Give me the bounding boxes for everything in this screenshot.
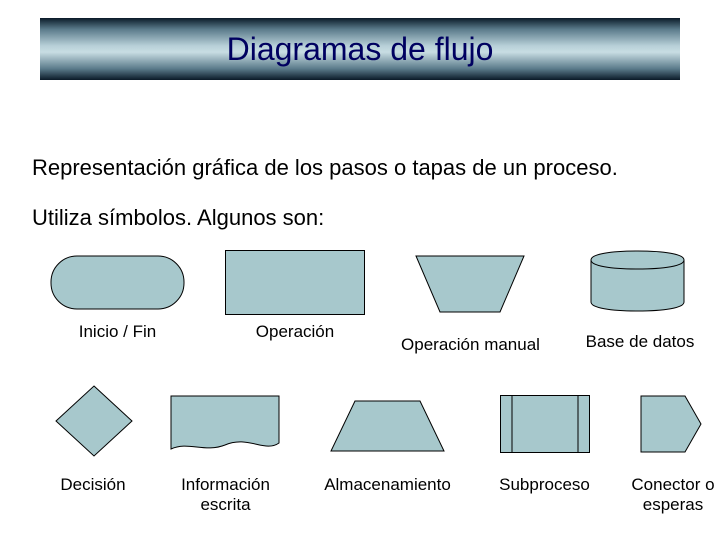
label-almacen: Almacenamiento xyxy=(305,475,470,495)
body-line-2: Utiliza símbolos. Algunos son: xyxy=(32,205,324,231)
shape-almacen xyxy=(330,400,445,452)
page-title: Diagramas de flujo xyxy=(227,31,494,68)
label-decision: Decisión xyxy=(28,475,158,495)
label-conector: Conector o esperas xyxy=(618,475,720,515)
label-operacion: Operación xyxy=(225,322,365,342)
shape-operacion-manual xyxy=(415,255,525,313)
label-inicio-fin: Inicio / Fin xyxy=(50,322,185,342)
label-info-escrita: Información escrita xyxy=(158,475,293,515)
shape-operacion xyxy=(225,250,365,315)
shape-conector xyxy=(640,395,702,453)
title-bar: Diagramas de flujo xyxy=(40,18,680,80)
label-subproceso: Subproceso xyxy=(482,475,607,495)
label-base-datos: Base de datos xyxy=(575,332,705,352)
body-line-1: Representación gráfica de los pasos o ta… xyxy=(32,155,618,181)
shape-base-datos xyxy=(590,250,685,312)
shape-inicio-fin xyxy=(50,255,185,310)
shape-subproceso xyxy=(500,395,590,453)
shape-info-escrita xyxy=(170,395,280,457)
shape-decision xyxy=(55,385,133,457)
label-operacion-manual: Operación manual xyxy=(388,335,553,355)
